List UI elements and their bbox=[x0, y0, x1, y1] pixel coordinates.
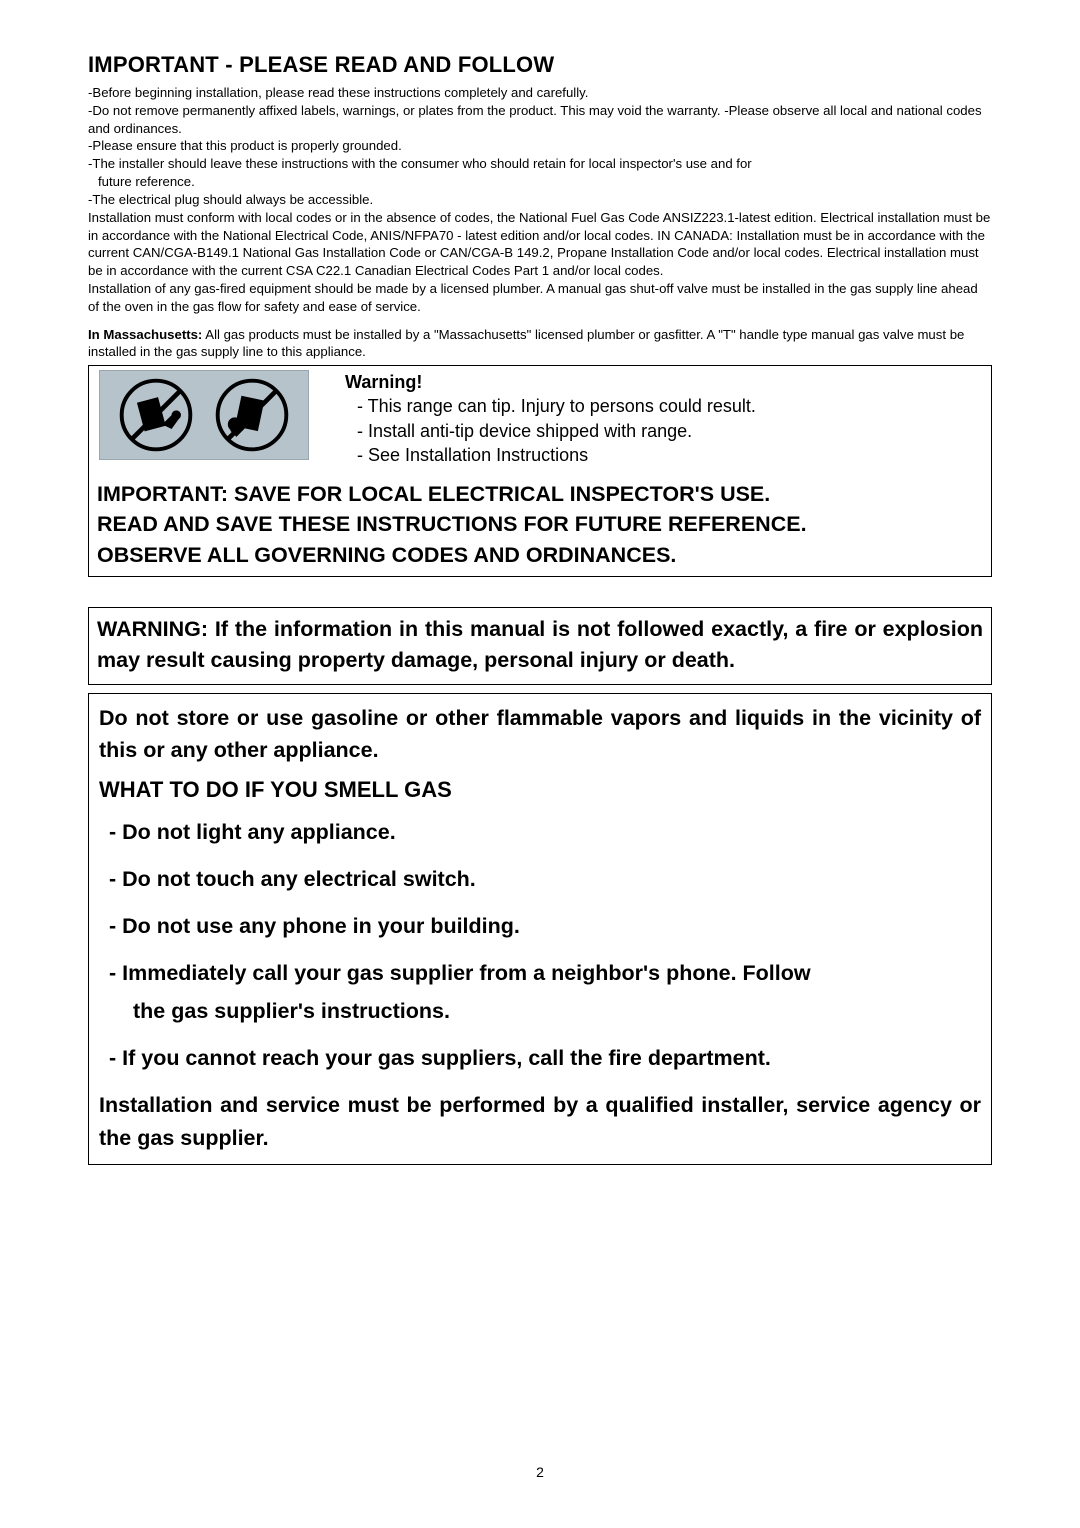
tip-warning-inner: Warning! - This range can tip. Injury to… bbox=[89, 366, 991, 469]
intro-line: -Do not remove permanently affixed label… bbox=[88, 102, 992, 138]
tip-warning-text: Warning! - This range can tip. Injury to… bbox=[309, 370, 756, 467]
gas-list-item-cont: the gas supplier's instructions. bbox=[99, 995, 981, 1028]
anti-tip-icons bbox=[99, 370, 309, 460]
intro-line: -The electrical plug should always be ac… bbox=[88, 191, 992, 209]
closing-paragraph: Installation and service must be perform… bbox=[99, 1089, 981, 1154]
fire-warning-text: WARNING: If the information in this manu… bbox=[97, 617, 983, 672]
inspector-line: READ AND SAVE THESE INSTRUCTIONS FOR FUT… bbox=[97, 509, 983, 539]
gas-list-item: - If you cannot reach your gas suppliers… bbox=[99, 1042, 981, 1075]
gas-list-item: - Do not light any appliance. bbox=[99, 816, 981, 849]
gas-list-item: - Do not touch any electrical switch. bbox=[99, 863, 981, 896]
document-page: IMPORTANT - PLEASE READ AND FOLLOW -Befo… bbox=[0, 0, 1080, 1205]
fire-warning-box: WARNING: If the information in this manu… bbox=[88, 607, 992, 685]
gas-list-item: - Do not use any phone in your building. bbox=[99, 910, 981, 943]
heading-important: IMPORTANT - PLEASE READ AND FOLLOW bbox=[88, 52, 992, 78]
inspector-line: IMPORTANT: SAVE FOR LOCAL ELECTRICAL INS… bbox=[97, 479, 983, 509]
codes-paragraph: Installation must conform with local cod… bbox=[88, 209, 992, 280]
tip-icon bbox=[213, 376, 291, 454]
warning-line: - This range can tip. Injury to persons … bbox=[345, 394, 756, 418]
tip-warning-box: Warning! - This range can tip. Injury to… bbox=[88, 365, 992, 576]
warning-line: - Install anti-tip device shipped with r… bbox=[345, 419, 756, 443]
page-number: 2 bbox=[0, 1464, 1080, 1480]
smell-gas-heading: WHAT TO DO IF YOU SMELL GAS bbox=[99, 773, 981, 806]
massachusetts-text: All gas products must be installed by a … bbox=[88, 327, 964, 360]
gas-warning-box: Do not store or use gasoline or other fl… bbox=[88, 693, 992, 1165]
intro-line-indent: future reference. bbox=[88, 173, 992, 191]
plumber-paragraph: Installation of any gas-fired equipment … bbox=[88, 280, 992, 316]
gasoline-paragraph: Do not store or use gasoline or other fl… bbox=[99, 702, 981, 767]
warning-line: - See Installation Instructions bbox=[345, 443, 756, 467]
intro-line: -The installer should leave these instru… bbox=[88, 155, 992, 173]
massachusetts-line: In Massachusetts: All gas products must … bbox=[88, 326, 992, 362]
tip-icon bbox=[117, 376, 195, 454]
gas-list-item: - Immediately call your gas supplier fro… bbox=[99, 957, 981, 990]
intro-line: -Before beginning installation, please r… bbox=[88, 84, 992, 102]
massachusetts-bold: In Massachusetts: bbox=[88, 327, 202, 342]
inspector-heading: IMPORTANT: SAVE FOR LOCAL ELECTRICAL INS… bbox=[89, 479, 991, 575]
warning-label: Warning! bbox=[345, 370, 756, 394]
intro-block: -Before beginning installation, please r… bbox=[88, 84, 992, 361]
spacer bbox=[88, 577, 992, 607]
inspector-line: OBSERVE ALL GOVERNING CODES AND ORDINANC… bbox=[97, 540, 983, 570]
intro-line: -Please ensure that this product is prop… bbox=[88, 137, 992, 155]
